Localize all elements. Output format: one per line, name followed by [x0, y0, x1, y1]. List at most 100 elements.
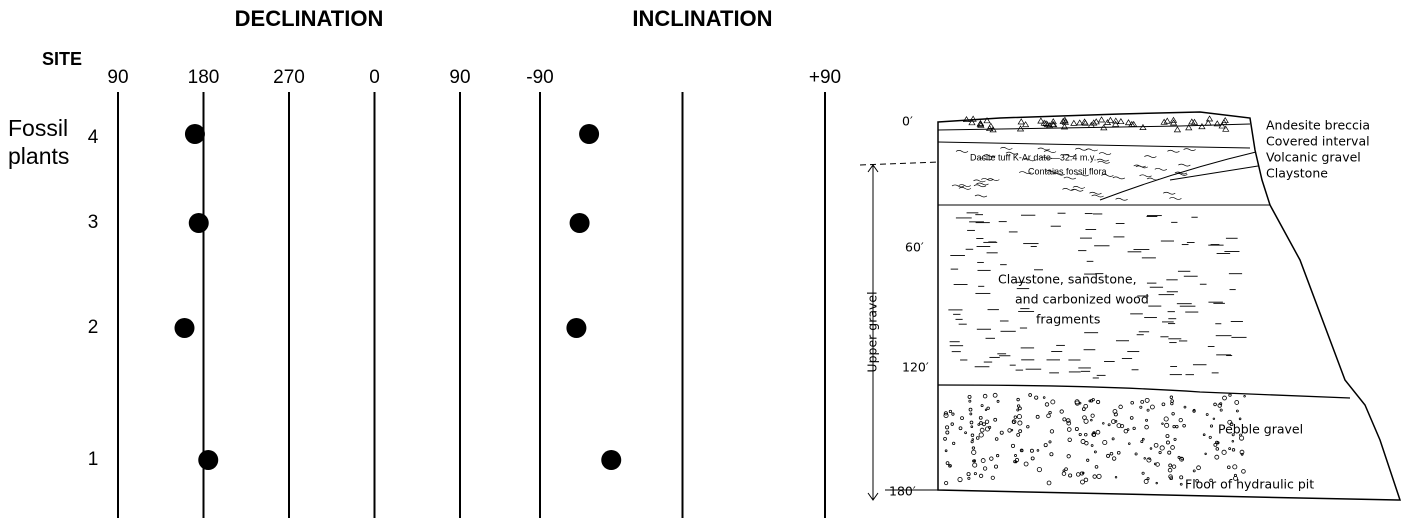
breccia [1071, 120, 1077, 125]
pebble [972, 447, 975, 450]
pebble [1067, 455, 1070, 458]
tuff [1000, 147, 1012, 149]
pebble [1091, 414, 1094, 417]
chart-title: DECLINATION [235, 6, 384, 31]
pebble [1244, 395, 1246, 397]
tuff [1147, 178, 1159, 180]
pebble [1094, 451, 1096, 453]
middle-label: and carbonized wood [1015, 292, 1149, 307]
pebble [1159, 451, 1161, 453]
tuff [959, 185, 971, 187]
pebble [971, 441, 973, 443]
pebble [1050, 430, 1053, 433]
pebble [996, 454, 998, 456]
pebble [1140, 406, 1142, 408]
pebble [1214, 403, 1217, 406]
pebble [946, 431, 949, 434]
pebble [1164, 417, 1168, 421]
pebble [1171, 400, 1174, 403]
pebble [982, 423, 985, 426]
pebble [1096, 400, 1099, 403]
pebble [1047, 481, 1051, 485]
pebble [1049, 411, 1052, 414]
pebble [1110, 452, 1113, 455]
pebble [952, 413, 954, 415]
pebble [1043, 397, 1045, 399]
tuff [1169, 197, 1181, 199]
pebble [1062, 472, 1066, 476]
tuff [1075, 148, 1087, 150]
breccia [1099, 117, 1105, 122]
pebble [973, 463, 977, 467]
x-tick-label: -90 [526, 67, 553, 88]
pebble [1011, 444, 1014, 447]
pebble [1145, 425, 1149, 429]
pebble [1234, 474, 1236, 476]
pebble [1095, 465, 1098, 468]
pebble [1223, 396, 1227, 400]
tuff [1178, 164, 1190, 166]
tuff [1073, 186, 1085, 188]
pebble [1147, 409, 1149, 411]
pebble [985, 409, 987, 411]
layer-label: Volcanic gravel [1266, 150, 1361, 165]
tuff [1098, 161, 1110, 163]
pebble [1133, 427, 1135, 429]
pebble [1168, 451, 1171, 454]
y-tick-label: 1 [88, 449, 99, 470]
pebble [990, 457, 994, 461]
pebble [1168, 468, 1172, 472]
pebble [1229, 394, 1231, 396]
layer-boundary [1100, 152, 1256, 200]
pebble [944, 437, 947, 440]
pebble [991, 476, 994, 479]
pebble [1015, 454, 1017, 456]
pebble [1166, 434, 1169, 437]
pebble [1235, 401, 1239, 405]
pebble [985, 427, 989, 431]
pebble [1115, 420, 1117, 422]
tuff [975, 195, 987, 197]
pebble [1051, 400, 1055, 404]
pebble [1087, 459, 1089, 461]
depth-label: 0′ [902, 114, 913, 129]
tuff [1113, 177, 1125, 179]
pebble [1144, 458, 1146, 460]
pebble [1179, 418, 1182, 421]
pebble [1141, 441, 1143, 443]
pebble [1233, 465, 1237, 469]
pebble [946, 462, 949, 465]
x-tick-label: 270 [273, 67, 305, 88]
pebble [971, 426, 973, 428]
pebble [1156, 482, 1158, 484]
pebble [1024, 462, 1028, 466]
pebble [1063, 418, 1066, 421]
pebble [1171, 446, 1175, 450]
pebble [972, 439, 974, 441]
pebble [1176, 425, 1179, 428]
tuff [973, 180, 985, 182]
pebble [1162, 423, 1164, 425]
pebble [1162, 403, 1165, 406]
pebble [1084, 478, 1088, 482]
tuff [1155, 168, 1167, 170]
tuff [956, 150, 968, 152]
annotation-line: Fossil [8, 115, 68, 141]
layer-boundary [938, 142, 1250, 148]
tuff [1144, 156, 1156, 158]
pebble [1142, 438, 1144, 440]
pebble [979, 474, 982, 477]
side-label: Upper gravel [865, 291, 880, 372]
pebble [993, 393, 997, 397]
y-tick-label: 4 [88, 127, 99, 148]
pebble [997, 400, 999, 402]
pebble [1142, 472, 1144, 474]
flora-label: Contains fossil flora [1028, 166, 1107, 176]
breccia [1174, 127, 1180, 132]
pebble [1065, 468, 1068, 471]
pebble [1239, 418, 1241, 420]
pebble [1141, 400, 1144, 403]
pebble [1096, 430, 1100, 434]
pebble [1049, 441, 1051, 443]
pebble [1169, 464, 1172, 467]
